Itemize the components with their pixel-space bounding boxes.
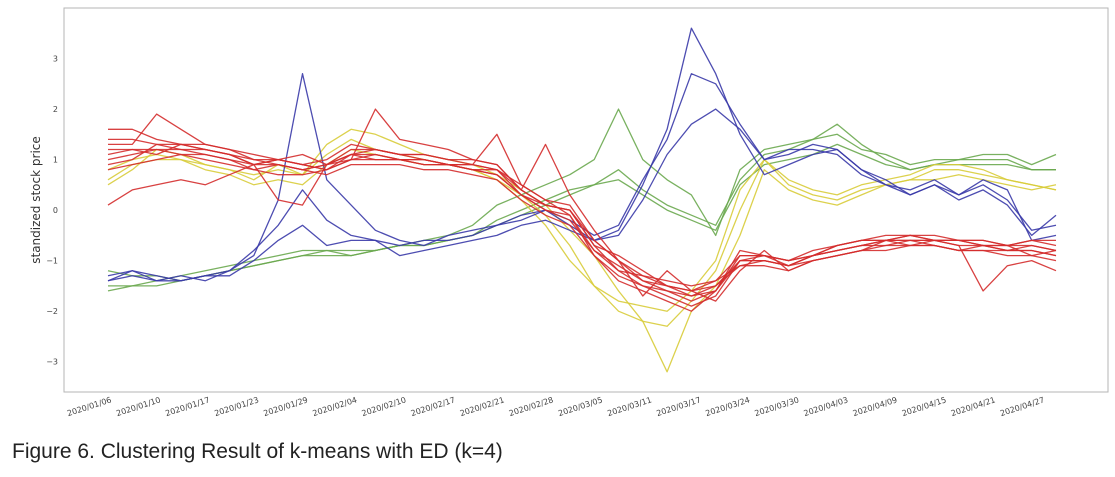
y-tick-label: 2 <box>53 105 58 114</box>
series-line-red-13 <box>107 143 1057 287</box>
x-tick-label: 2020/04/15 <box>901 395 948 418</box>
x-tick-label: 2020/01/23 <box>213 395 260 418</box>
x-tick-label: 2020/01/17 <box>164 395 211 418</box>
y-tick-label: 0 <box>53 206 58 215</box>
x-tick-label: 2020/03/11 <box>606 395 653 418</box>
y-tick-label: 3 <box>53 55 58 64</box>
x-tick-label: 2020/04/27 <box>999 395 1046 418</box>
x-tick-label: 2020/03/30 <box>753 395 800 418</box>
x-tick-label: 2020/02/28 <box>508 395 555 418</box>
y-tick-label: −1 <box>46 257 58 266</box>
figure-caption: Figure 6. Clustering Result of k-means w… <box>12 440 503 463</box>
x-tick-label: 2020/04/09 <box>852 395 899 418</box>
x-tick-label: 2020/01/06 <box>66 395 113 418</box>
x-tick-labels: 2020/01/06 2020/01/10 2020/01/17 2020/01/23… <box>66 395 1046 418</box>
x-tick-label: 2020/04/03 <box>803 395 850 418</box>
y-tick-labels: 3 2 1 0 −1 −2 −3 <box>46 55 58 367</box>
series-line-green-3 <box>108 108 1057 287</box>
series-line-blue-2 <box>107 108 1057 282</box>
y-tick-label: −3 <box>46 358 58 367</box>
y-tick-label: −2 <box>46 307 58 316</box>
series-line-red-16 <box>107 153 1057 292</box>
series-line-red-15 <box>108 138 1057 302</box>
y-axis-label: standized stock price <box>29 136 43 264</box>
x-tick-label: 2020/03/05 <box>557 395 604 418</box>
x-tick-label: 2020/04/21 <box>950 395 997 418</box>
x-tick-label: 2020/01/29 <box>262 395 309 418</box>
x-tick-label: 2020/02/17 <box>410 395 457 418</box>
series-line-red-17 <box>107 148 1056 292</box>
series-line-green-5 <box>107 143 1056 292</box>
series-line-red-11 <box>107 108 1057 302</box>
x-tick-label: 2020/02/10 <box>361 395 408 418</box>
series-line-red-9 <box>108 128 1057 307</box>
x-tick-label: 2020/03/17 <box>655 395 702 418</box>
series-layer <box>107 27 1057 373</box>
x-tick-label: 2020/03/24 <box>704 395 751 418</box>
x-tick-label: 2020/02/04 <box>311 395 358 418</box>
series-line-red-14 <box>108 143 1057 297</box>
plot-frame <box>63 7 1109 393</box>
series-line-yellow-7 <box>107 148 1057 327</box>
y-tick-label: 1 <box>53 156 58 165</box>
series-line-blue-1 <box>107 73 1057 282</box>
x-tick-label: 2020/02/21 <box>459 395 506 418</box>
x-tick-label: 2020/01/10 <box>115 395 162 418</box>
